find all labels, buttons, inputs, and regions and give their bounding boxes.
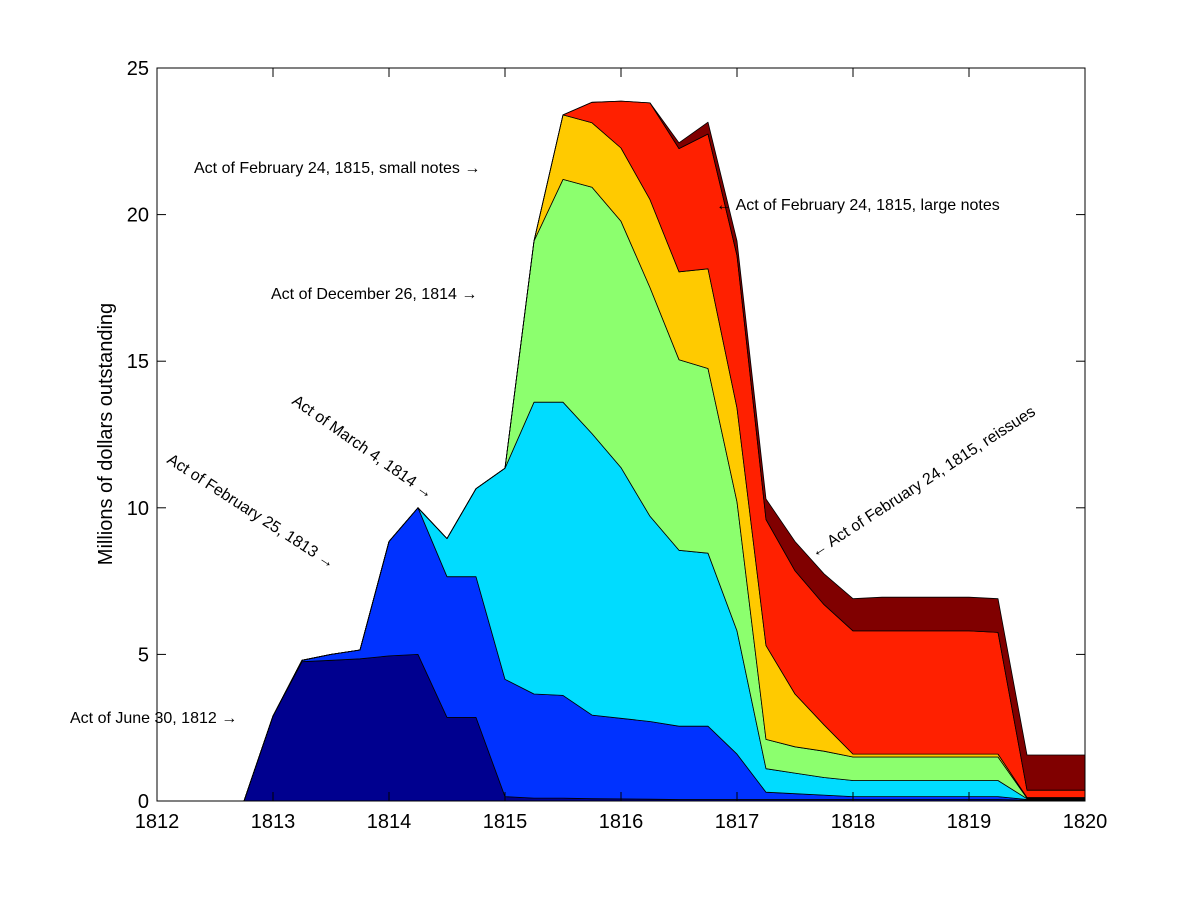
x-tick-label: 1817 [715,811,760,833]
y-tick-label: 25 [127,58,149,80]
x-tick-label: 1820 [1063,811,1108,833]
y-tick-label: 10 [127,498,149,520]
y-axis-label: Millions of dollars outstanding [95,303,117,565]
x-tick-label: 1815 [483,811,528,833]
y-tick-label: 5 [138,644,149,666]
annotation-act-february-24-1815-large-notes: ← Act of February 24, 1815, large notes [716,197,1000,214]
annotation-act-february-24-1815-small-notes: Act of February 24, 1815, small notes → [194,160,480,177]
stacked-areas [243,100,1086,802]
annotation-act-december-26-1814: Act of December 26, 1814 → [271,286,477,303]
annotation-act-june-30-1812: Act of June 30, 1812 → [70,710,237,727]
y-tick-label: 20 [127,205,149,227]
x-tick-label: 1812 [135,811,180,833]
x-tick-label: 1818 [831,811,876,833]
y-tick-label: 15 [127,351,149,373]
x-tick-label: 1814 [367,811,412,833]
y-tick-label: 0 [138,791,149,813]
ticks: 1812 1813 1814 1815 1816 1817 1818 1819 1820 0 5 10… [127,58,1108,833]
x-tick-label: 1816 [599,811,644,833]
x-tick-label: 1813 [251,811,296,833]
x-tick-label: 1819 [947,811,992,833]
